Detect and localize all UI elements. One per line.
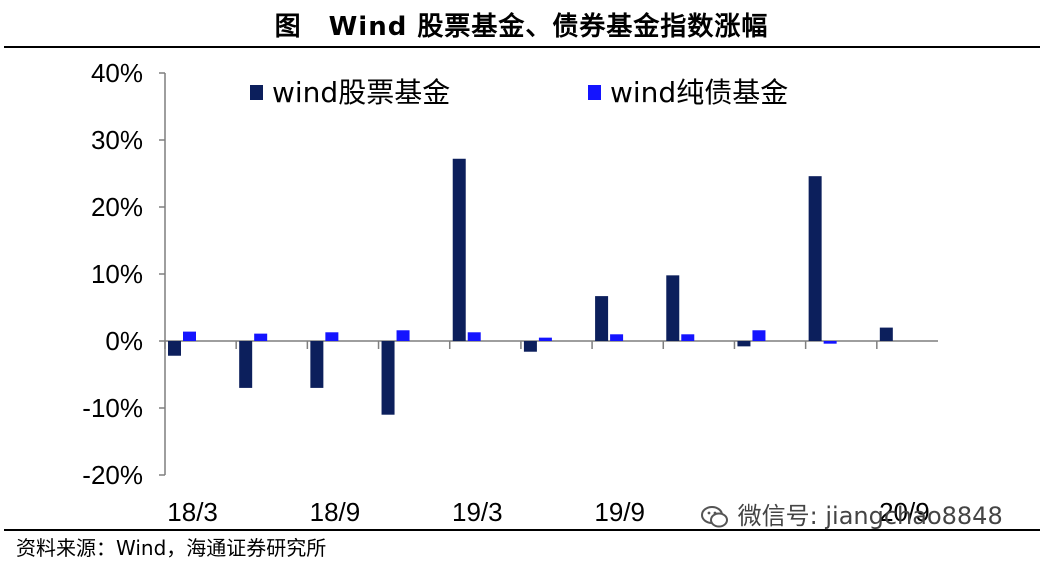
x-axis: 18/3 18/9 19/3 19/9 20/9 — [164, 340, 938, 527]
chart-title: 图 Wind 股票基金、债券基金指数涨幅 — [274, 12, 769, 42]
legend-swatch — [250, 85, 263, 100]
source-note: 资料来源：Wind，海通证券研究所 — [16, 536, 327, 560]
x-tick-label: 18/3 — [167, 497, 218, 527]
y-tick-label: 20% — [91, 192, 143, 222]
legend-label: wind纯债基金 — [610, 76, 788, 109]
y-axis: -20% -10% 0% 10% 20% 30% 40% — [82, 58, 166, 490]
legend: wind股票基金 wind纯债基金 — [250, 76, 788, 109]
bond-fund-bar — [325, 332, 339, 341]
stock-fund-bar — [523, 341, 537, 352]
bond-fund-bar — [467, 332, 481, 341]
stock-fund-bar — [310, 341, 324, 388]
stock-fund-bar — [879, 327, 893, 341]
y-tick-label: -20% — [82, 460, 143, 490]
watermark-text: 微信号: jiangchao8848 — [737, 502, 1003, 530]
watermark: 微信号: jiangchao8848 — [700, 496, 1003, 532]
bond-fund-bar — [752, 330, 766, 341]
x-tick-label: 19/3 — [452, 497, 503, 527]
stock-fund-bar — [737, 341, 751, 347]
y-tick-label: 40% — [91, 58, 143, 88]
top-rule — [4, 46, 1040, 48]
x-tick-label: 18/9 — [310, 497, 361, 527]
bond-fund-bar — [396, 330, 410, 341]
y-tick-label: 0% — [105, 326, 143, 356]
x-tick-label: 20/9 — [879, 497, 930, 527]
stock-fund-bar — [808, 176, 822, 341]
stock-fund-bar — [168, 341, 181, 356]
stock-fund-bar — [595, 296, 609, 341]
bond-fund-bar — [823, 341, 837, 344]
bars — [168, 158, 893, 415]
wechat-icon — [701, 506, 728, 528]
bond-fund-bar — [538, 337, 552, 341]
bond-fund-bar — [183, 331, 196, 341]
stock-fund-bar — [452, 158, 466, 341]
legend-swatch — [588, 85, 601, 100]
bond-fund-bar — [610, 334, 624, 341]
x-tick-label: 19/9 — [594, 497, 645, 527]
y-tick-label: -10% — [82, 393, 143, 423]
stock-fund-bar — [239, 341, 253, 388]
y-tick-label: 10% — [91, 259, 143, 289]
bottom-rule — [4, 529, 1040, 531]
bond-fund-bar — [681, 334, 695, 341]
y-tick-label: 30% — [91, 125, 143, 155]
stock-fund-bar — [381, 341, 395, 415]
legend-label: wind股票基金 — [272, 76, 450, 109]
stock-fund-bar — [666, 275, 680, 341]
bond-fund-bar — [254, 333, 268, 341]
